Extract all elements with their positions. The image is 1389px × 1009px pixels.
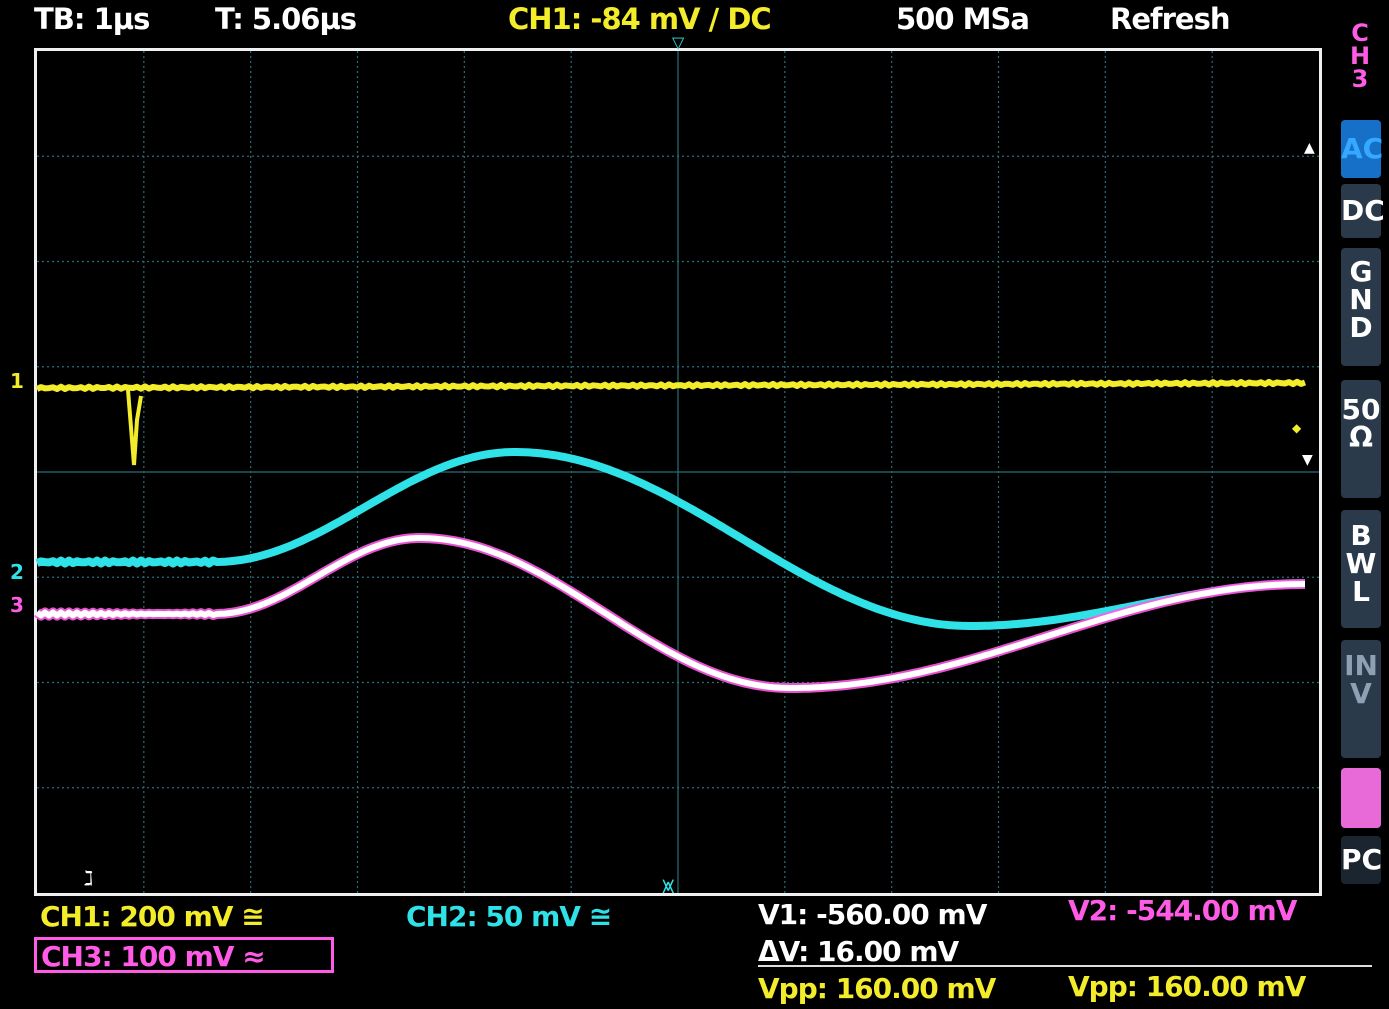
ch3-level-indicator[interactable]: 3 xyxy=(10,593,24,617)
vpp-readout-2: Vpp: 160.00 mV xyxy=(1068,970,1306,1003)
cursor-v2-readout: V2: -544.00 mV xyxy=(1068,894,1297,927)
acquire-mode-label: Refresh xyxy=(1110,2,1230,36)
center-marker: ⩙ xyxy=(662,874,674,899)
probe-button[interactable]: PC xyxy=(1341,836,1382,884)
coupling-gnd-button[interactable]: GND xyxy=(1341,248,1381,366)
vpp-readout-1: Vpp: 160.00 mV xyxy=(758,972,996,1005)
coupling-ac-button[interactable]: AC xyxy=(1341,120,1383,178)
cursor-delta-readout: ΔV: 16.00 mV xyxy=(758,935,959,968)
waveform-display[interactable] xyxy=(34,48,1322,896)
bandwidth-limit-button[interactable]: BWL xyxy=(1341,510,1381,628)
ch1-level-indicator[interactable]: 1 xyxy=(10,369,24,393)
impedance-50-button[interactable]: 50Ω xyxy=(1341,380,1381,498)
ch1-scale-label[interactable]: CH1: 200 mV ≅ xyxy=(40,900,265,933)
ch1-trace xyxy=(35,378,1307,392)
trigger-time-label: T: 5.06µs xyxy=(215,2,357,36)
ch3-trace-core xyxy=(35,535,1305,691)
bottom-left-marker: ℷ xyxy=(84,866,93,890)
scale-up-marker: ▲ xyxy=(1304,140,1315,156)
ch1-level-marker: ◆ xyxy=(1292,421,1302,435)
ch2-level-indicator[interactable]: 2 xyxy=(10,560,24,584)
ch1-glitch xyxy=(126,389,143,466)
ch3-scale-label[interactable]: CH3: 100 mV ≈ xyxy=(34,937,334,973)
sample-rate-label: 500 MSa xyxy=(896,2,1030,36)
trigger-channel-label: CH1: -84 mV ∕ DC xyxy=(508,2,772,36)
ch2-trace xyxy=(35,448,1305,630)
ch3-scale-text: CH3: 100 mV ≈ xyxy=(41,940,266,973)
invert-button[interactable]: INV xyxy=(1341,640,1381,758)
side-menu-title: CH3 xyxy=(1349,19,1371,93)
channel-color-button[interactable] xyxy=(1341,768,1381,828)
cursor-v1-readout: V1: -560.00 mV xyxy=(758,898,987,931)
timebase-label: TB: 1µs xyxy=(34,2,150,36)
graticule-grid xyxy=(37,51,1319,893)
ch2-scale-label[interactable]: CH2: 50 mV ≅ xyxy=(406,900,612,933)
scale-down-marker: ▼ xyxy=(1302,452,1313,468)
measurement-divider xyxy=(758,965,1372,967)
coupling-dc-button[interactable]: DC xyxy=(1341,184,1385,238)
trigger-position-marker: ▽ xyxy=(672,33,685,52)
